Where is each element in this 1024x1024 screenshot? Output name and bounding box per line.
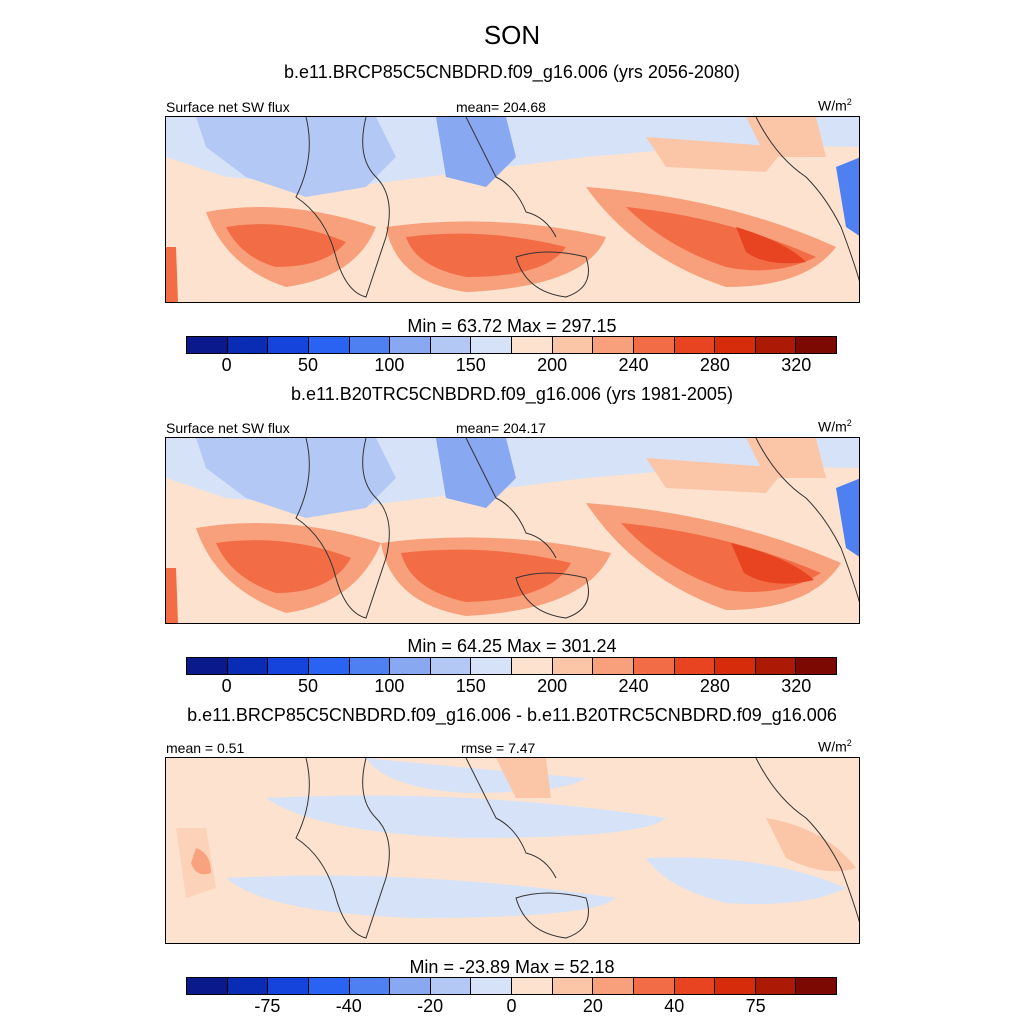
panel-3-case-title: b.e11.BRCP85C5CNBDRD.f09_g16.006 - b.e11…	[187, 705, 837, 725]
colorbar-tick-label: 150	[455, 355, 486, 375]
colorbar-swatch	[552, 978, 594, 994]
panel-1-mean-label: mean= 204.68	[456, 99, 546, 115]
colorbar-swatch	[674, 978, 716, 994]
colorbar-tick-label: 240	[618, 355, 649, 375]
colorbar-swatch	[755, 337, 797, 353]
panel-1-stats: Min = 63.72 Max = 297.15	[407, 316, 617, 336]
colorbar-swatch	[471, 337, 512, 353]
colorbar-tick-label: 0	[221, 676, 232, 696]
panel-2-stats: Min = 64.25 Max = 301.24	[407, 636, 617, 656]
colorbar-swatch	[552, 658, 594, 674]
colorbar-swatch	[308, 658, 350, 674]
colorbar-tick-label: 280	[699, 355, 730, 375]
colorbar-swatch	[755, 978, 797, 994]
colorbar-swatch	[633, 978, 675, 994]
colorbar-swatch	[308, 978, 350, 994]
colorbar-tick-label: 50	[298, 355, 319, 375]
colorbar-tick-label: -75	[254, 996, 281, 1016]
colorbar-swatch	[390, 658, 431, 674]
panel-2-mean-label: mean= 204.17	[456, 420, 546, 436]
colorbar-swatch	[715, 658, 756, 674]
colorbar-swatch	[390, 337, 431, 353]
colorbar-tick-label: 100	[374, 355, 405, 375]
colorbar-swatch	[227, 978, 269, 994]
panel-1-units-label: W/m2	[818, 97, 852, 114]
colorbar-swatch	[187, 978, 228, 994]
panel-2-colorbar	[186, 657, 837, 675]
colorbar-tick-label: -40	[335, 996, 362, 1016]
colorbar-tick-label: 320	[781, 676, 812, 696]
colorbar-swatch	[552, 337, 594, 353]
colorbar-swatch	[430, 658, 472, 674]
panel-2-units-label: W/m2	[818, 418, 852, 435]
colorbar-swatch	[187, 658, 228, 674]
panel-1-variable-label: Surface net SW flux	[166, 99, 290, 115]
colorbar-swatch	[512, 978, 553, 994]
figure-title: SON	[483, 20, 541, 50]
colorbar-swatch	[227, 337, 269, 353]
panel-3-map	[165, 757, 860, 944]
colorbar-tick-label: 100	[374, 676, 405, 696]
panel-3-stats: Min = -23.89 Max = 52.18	[409, 957, 615, 977]
colorbar-tick-label: -20	[417, 996, 444, 1016]
colorbar-swatch	[471, 658, 512, 674]
colorbar-swatch	[512, 658, 553, 674]
colorbar-tick-label: 75	[745, 996, 766, 1016]
colorbar-tick-label: 50	[298, 676, 319, 696]
panel-2-map	[165, 437, 860, 624]
colorbar-tick-label: 320	[781, 355, 812, 375]
colorbar-swatch	[349, 337, 391, 353]
panel-2-variable-label: Surface net SW flux	[166, 420, 290, 436]
colorbar-tick-label: 280	[699, 676, 730, 696]
colorbar-swatch	[796, 337, 836, 353]
panel-3-colorbar	[186, 977, 837, 995]
colorbar-swatch	[227, 658, 269, 674]
colorbar-swatch	[512, 337, 553, 353]
colorbar-tick-label: 0	[506, 996, 517, 1016]
colorbar-swatch	[674, 337, 716, 353]
colorbar-swatch	[349, 978, 391, 994]
colorbar-swatch	[674, 658, 716, 674]
colorbar-swatch	[796, 978, 836, 994]
colorbar-tick-label: 0	[221, 355, 232, 375]
colorbar-swatch	[633, 337, 675, 353]
colorbar-swatch	[268, 658, 309, 674]
colorbar-swatch	[796, 658, 836, 674]
colorbar-tick-label: 40	[664, 996, 685, 1016]
colorbar-tick-label: 200	[537, 355, 568, 375]
panel-3-mean-label: mean = 0.51	[166, 740, 245, 756]
colorbar-swatch	[593, 978, 634, 994]
colorbar-swatch	[268, 978, 309, 994]
colorbar-swatch	[715, 978, 756, 994]
panel-3-units-label: W/m2	[818, 738, 852, 755]
colorbar-tick-label: 150	[455, 676, 486, 696]
colorbar-swatch	[187, 337, 228, 353]
colorbar-swatch	[593, 337, 634, 353]
colorbar-tick-label: 240	[618, 676, 649, 696]
colorbar-swatch	[430, 337, 472, 353]
colorbar-swatch	[390, 978, 431, 994]
colorbar-swatch	[268, 337, 309, 353]
colorbar-swatch	[471, 978, 512, 994]
colorbar-swatch	[430, 978, 472, 994]
panel-2-case-title: b.e11.B20TRC5CNBDRD.f09_g16.006 (yrs 198…	[291, 384, 733, 404]
colorbar-swatch	[308, 337, 350, 353]
colorbar-swatch	[755, 658, 797, 674]
colorbar-swatch	[593, 658, 634, 674]
colorbar-tick-label: 20	[582, 996, 603, 1016]
colorbar-swatch	[633, 658, 675, 674]
panel-1-case-title: b.e11.BRCP85C5CNBDRD.f09_g16.006 (yrs 20…	[284, 62, 740, 82]
panel-1-map	[165, 116, 860, 303]
colorbar-tick-label: 200	[537, 676, 568, 696]
colorbar-swatch	[349, 658, 391, 674]
colorbar-swatch	[715, 337, 756, 353]
panel-3-rmse-label: rmse = 7.47	[461, 740, 536, 756]
panel-1-colorbar	[186, 336, 837, 354]
